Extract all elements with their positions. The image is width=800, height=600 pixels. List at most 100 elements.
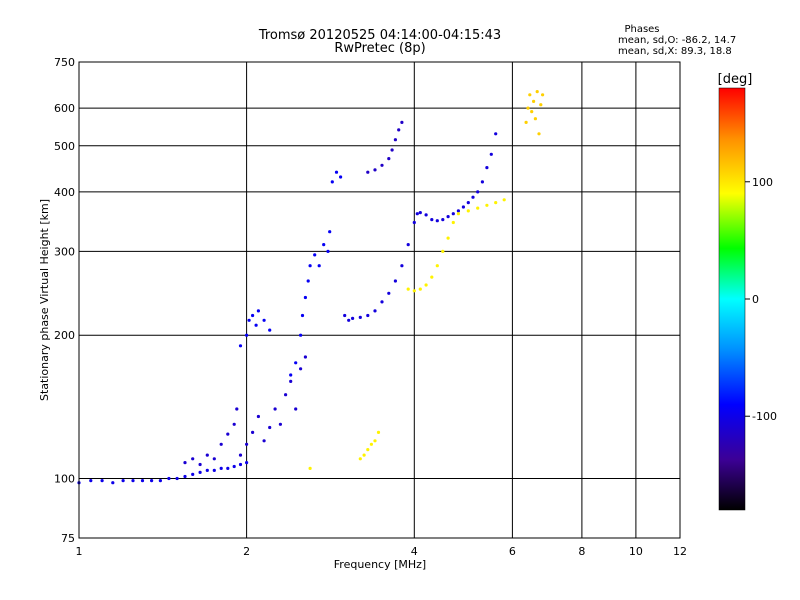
data-point (451, 220, 455, 225)
data-point (294, 361, 298, 365)
data-point (418, 211, 422, 215)
data-point (262, 318, 266, 322)
data-point (380, 300, 384, 304)
data-point (535, 90, 539, 94)
x-tick-label: 10 (629, 545, 643, 558)
data-point (390, 148, 394, 152)
data-point (232, 464, 236, 469)
data-point (226, 466, 230, 470)
data-point (466, 209, 470, 213)
data-point (251, 313, 255, 318)
data-point (369, 442, 373, 446)
data-point (303, 295, 307, 300)
data-point (430, 218, 434, 222)
data-point (284, 393, 288, 397)
data-point (317, 264, 321, 268)
data-point (441, 249, 445, 253)
data-point (245, 442, 249, 446)
data-point (366, 170, 370, 174)
y-tick-label: 300 (54, 245, 75, 258)
data-point (461, 205, 465, 209)
data-point (212, 468, 216, 472)
data-point (219, 466, 223, 470)
data-point (441, 218, 445, 222)
data-point (524, 120, 528, 124)
data-point (406, 287, 410, 291)
x-tick-label: 6 (509, 545, 516, 558)
data-point (530, 110, 534, 114)
data-point (268, 328, 272, 332)
data-point (415, 212, 419, 216)
phase-stats-heading: Phases (624, 24, 659, 35)
data-point (232, 422, 236, 426)
y-axis-label: Stationary phase Virtual Height [km] (38, 199, 51, 401)
data-point (366, 313, 370, 318)
data-point (158, 479, 162, 483)
data-point (528, 93, 532, 97)
data-point (121, 479, 125, 483)
y-tick-label: 400 (54, 186, 75, 199)
y-tick-label: 200 (54, 329, 75, 342)
data-point (198, 462, 202, 467)
data-point (299, 367, 303, 371)
data-point (494, 132, 498, 136)
data-point (446, 215, 450, 219)
data-point (308, 264, 312, 268)
data-point (532, 99, 536, 103)
data-point (328, 230, 332, 234)
data-point (456, 212, 460, 216)
data-point (471, 195, 475, 199)
chart-title: Tromsø 20120525 04:14:00-04:15:43 (258, 28, 501, 43)
data-point (183, 474, 187, 479)
grid-lines (78, 61, 681, 539)
data-point (424, 283, 428, 287)
data-point (480, 180, 484, 184)
data-point (373, 168, 377, 172)
data-point (526, 106, 530, 110)
data-point (140, 479, 145, 483)
data-point (412, 289, 416, 293)
y-tick-label: 500 (54, 140, 75, 153)
data-point (489, 152, 493, 156)
data-point (300, 313, 305, 318)
data-point (247, 318, 251, 322)
data-point (466, 201, 470, 205)
data-point (376, 430, 381, 434)
data-point (485, 166, 489, 170)
data-point (412, 220, 416, 225)
colorbar (718, 87, 746, 511)
data-point (393, 279, 397, 283)
data-point (167, 476, 171, 481)
data-point (205, 468, 209, 472)
data-point (537, 132, 541, 136)
data-point (373, 309, 377, 313)
phase-stats-x: mean, sd,X: 89.3, 18.8 (618, 46, 732, 57)
x-axis-ticks: 1 2 4 6 8 10 12 (76, 545, 688, 558)
data-point (502, 198, 506, 202)
data-point (400, 264, 404, 268)
phase-stats-o: mean, sd,O: -86.2, 14.7 (618, 35, 736, 46)
data-point (446, 236, 450, 240)
data-point (191, 472, 195, 476)
x-axis-label: Frequency [MHz] (334, 558, 426, 571)
data-point (100, 479, 104, 483)
data-point (198, 470, 202, 474)
data-point (245, 333, 249, 337)
data-point (476, 190, 480, 194)
data-point (400, 120, 404, 124)
data-point (299, 333, 303, 337)
data-point (418, 287, 422, 291)
x-tick-label: 4 (411, 545, 418, 558)
data-point (238, 344, 243, 348)
data-point (268, 425, 272, 430)
data-point (334, 170, 339, 174)
data-point (435, 264, 439, 268)
x-tick-label: 12 (673, 545, 687, 558)
data-point (476, 206, 480, 210)
colorbar-tick-label: -100 (752, 410, 777, 423)
data-point (351, 316, 355, 320)
data-point (424, 213, 428, 217)
y-tick-label: 600 (54, 102, 75, 115)
data-point (322, 243, 326, 247)
